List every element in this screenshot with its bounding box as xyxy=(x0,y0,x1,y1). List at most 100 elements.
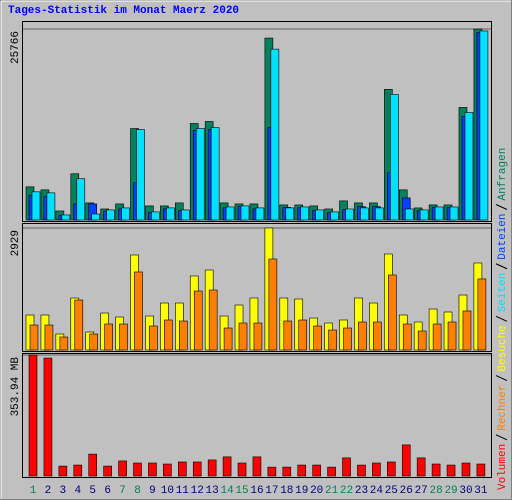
bar xyxy=(360,207,369,221)
bar xyxy=(223,327,233,351)
bar xyxy=(163,463,172,477)
bar xyxy=(195,128,205,221)
bar xyxy=(210,127,220,221)
x-tick-label: 14 xyxy=(220,485,234,497)
bar xyxy=(58,465,68,477)
bar xyxy=(300,206,310,221)
x-tick-label: 20 xyxy=(310,485,323,497)
bar xyxy=(164,319,173,351)
bar xyxy=(103,465,112,477)
bar xyxy=(434,206,444,221)
x-tick-label: 23 xyxy=(355,485,368,497)
bar xyxy=(121,207,130,221)
bar xyxy=(252,456,262,477)
bar xyxy=(253,322,263,351)
x-tick-label: 1 xyxy=(30,485,37,497)
bar xyxy=(416,457,426,477)
bar xyxy=(237,462,247,477)
bar xyxy=(357,464,366,477)
bar xyxy=(225,206,235,221)
chart-title: Tages-Statistik im Monat Maerz 2020 xyxy=(8,5,239,17)
bar xyxy=(76,178,86,221)
x-tick-label: 27 xyxy=(415,485,428,497)
bar xyxy=(133,462,142,477)
bar xyxy=(462,310,472,351)
legend-separator xyxy=(495,434,508,441)
x-tick-label: 29 xyxy=(444,485,457,497)
bar xyxy=(119,323,128,351)
bar xyxy=(328,329,337,351)
x-tick-label: 7 xyxy=(119,485,126,497)
bar xyxy=(330,211,339,221)
bar xyxy=(464,112,474,221)
x-tick-label: 30 xyxy=(459,485,472,497)
bar xyxy=(28,354,38,477)
legend-label: Besuche xyxy=(497,325,509,371)
bar xyxy=(404,208,414,221)
x-tick-label: 13 xyxy=(206,485,219,497)
bar xyxy=(282,466,292,477)
bar xyxy=(148,462,157,477)
x-tick-label: 8 xyxy=(134,485,141,497)
bar xyxy=(345,208,354,221)
x-tick-label: 15 xyxy=(235,485,248,497)
bar xyxy=(373,321,382,351)
bar xyxy=(267,466,277,477)
bar xyxy=(207,459,217,477)
bar xyxy=(298,319,308,351)
legend: Volumen Rechner Besuche Seiten Dateien Anfrag… xyxy=(495,148,509,490)
bar xyxy=(104,323,113,351)
x-tick-label: 11 xyxy=(176,485,190,497)
bar xyxy=(401,444,411,477)
x-tick-label: 18 xyxy=(280,485,293,497)
legend-separator xyxy=(495,204,508,210)
bar xyxy=(106,209,115,221)
bar xyxy=(208,289,218,351)
x-tick-label: 10 xyxy=(161,485,174,497)
bar xyxy=(240,205,250,221)
x-tick-label: 24 xyxy=(370,485,384,497)
bar xyxy=(74,299,84,351)
bar xyxy=(134,271,143,351)
bar xyxy=(388,274,397,351)
bar xyxy=(419,209,429,221)
panel xyxy=(22,353,492,478)
bar xyxy=(390,94,399,221)
bar xyxy=(179,320,188,351)
bar xyxy=(358,321,367,351)
x-tick-label: 2 xyxy=(45,485,52,497)
bar xyxy=(375,207,384,221)
bar xyxy=(192,461,202,477)
legend-label: Volumen xyxy=(497,444,509,490)
x-tick-label: 17 xyxy=(265,485,278,497)
x-tick-label: 5 xyxy=(89,485,96,497)
x-tick-label: 28 xyxy=(430,485,443,497)
bar xyxy=(372,462,381,477)
bar xyxy=(43,357,53,477)
legend-label: Seiten xyxy=(497,273,509,313)
x-tick-label: 31 xyxy=(474,485,488,497)
bar xyxy=(222,456,232,477)
panel xyxy=(22,223,492,352)
x-tick-label: 25 xyxy=(385,485,398,497)
bar xyxy=(477,278,487,351)
bar xyxy=(59,336,69,351)
legend-label: Rechner xyxy=(497,385,509,431)
bar xyxy=(432,323,442,351)
bar xyxy=(149,325,158,351)
bar xyxy=(402,323,412,351)
bar xyxy=(136,129,145,221)
bar xyxy=(312,464,321,477)
bar xyxy=(89,333,99,351)
bar xyxy=(479,30,489,221)
panel xyxy=(22,21,492,222)
y-tick-label: 2929 xyxy=(10,230,22,256)
bar xyxy=(297,464,307,477)
bar xyxy=(431,463,441,477)
x-tick-label: 9 xyxy=(149,485,156,497)
bar xyxy=(178,461,187,477)
x-tick-label: 12 xyxy=(191,485,204,497)
bar xyxy=(268,258,278,351)
